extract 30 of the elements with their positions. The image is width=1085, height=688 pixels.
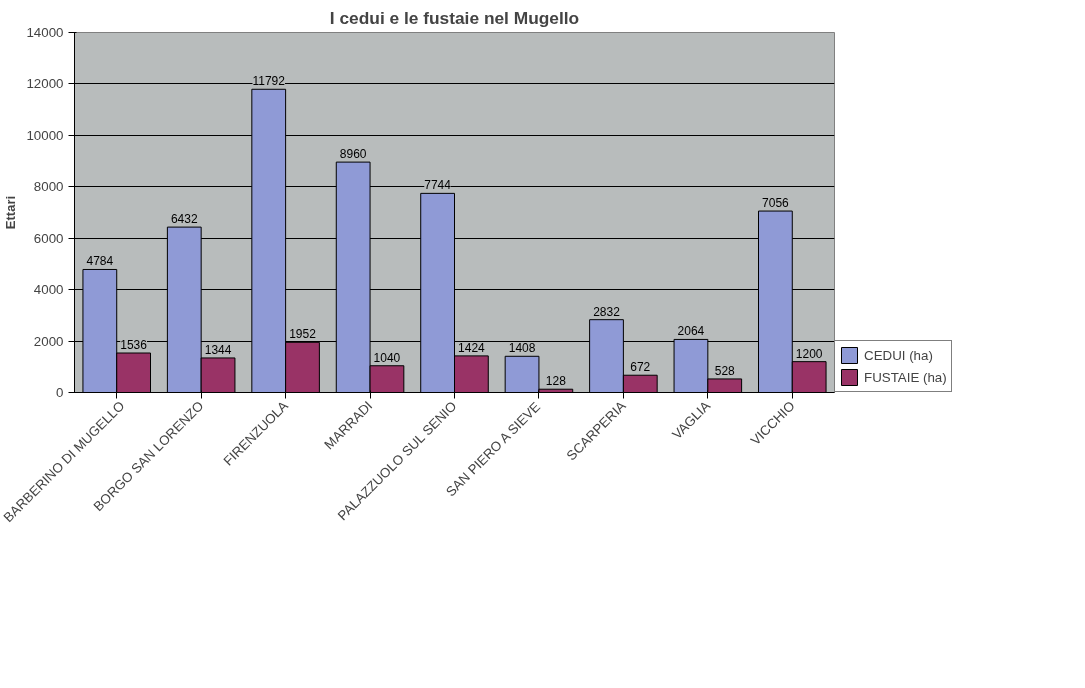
data-label: 6432 bbox=[170, 212, 198, 227]
data-label: 2064 bbox=[677, 324, 705, 339]
data-label: 1200 bbox=[795, 346, 823, 361]
data-label: 4784 bbox=[86, 254, 114, 269]
y-tick-label: 12000 bbox=[26, 76, 64, 92]
y-tick-label: 14000 bbox=[26, 25, 64, 40]
data-label: 1424 bbox=[458, 340, 486, 355]
y-tick-label: 10000 bbox=[26, 127, 64, 143]
data-label: 8960 bbox=[339, 147, 367, 162]
y-tick-label: 8000 bbox=[33, 179, 64, 195]
legend-label: FUSTAIE (ha) bbox=[864, 369, 947, 385]
chart-title: I cedui e le fustaie nel Mugello bbox=[329, 7, 580, 28]
legend-label: CEDUI (ha) bbox=[864, 347, 933, 363]
data-label: 672 bbox=[630, 360, 651, 375]
y-tick-label: 6000 bbox=[33, 230, 64, 246]
data-label: 2832 bbox=[593, 304, 621, 319]
data-label: 128 bbox=[545, 374, 567, 389]
data-label: 11792 bbox=[252, 74, 286, 89]
data-label: 7056 bbox=[762, 196, 790, 211]
y-tick-label: 0 bbox=[56, 385, 64, 400]
y-axis-title: Ettari bbox=[3, 195, 19, 230]
data-label: 1344 bbox=[204, 342, 232, 357]
data-label: 1952 bbox=[289, 327, 317, 342]
y-tick-label: 2000 bbox=[33, 333, 64, 349]
data-label: 1536 bbox=[120, 338, 148, 352]
data-label: 528 bbox=[714, 363, 736, 378]
data-label: 1408 bbox=[508, 341, 536, 356]
y-tick-label: 4000 bbox=[33, 282, 64, 298]
data-label: 7744 bbox=[424, 178, 452, 193]
data-label: 1040 bbox=[373, 350, 401, 365]
